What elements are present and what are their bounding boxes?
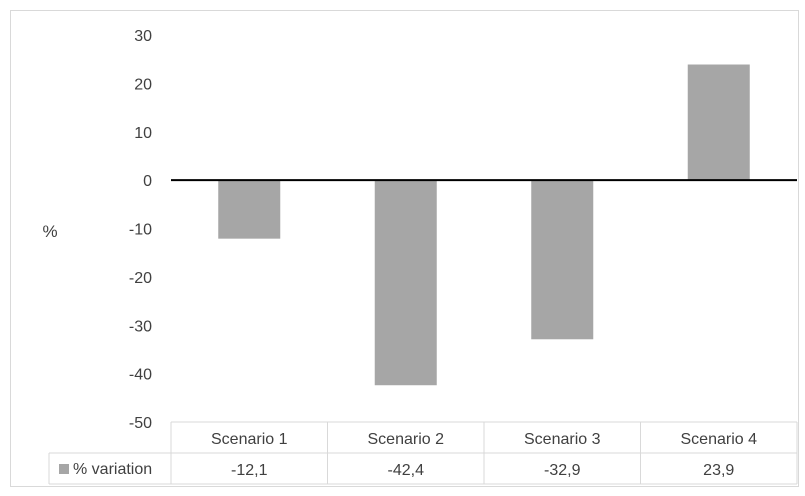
y-tick-label: 20 <box>134 76 152 93</box>
category-label: Scenario 1 <box>211 431 288 448</box>
chart-frame <box>10 10 799 487</box>
legend-key <box>59 464 69 474</box>
data-label: 23,9 <box>703 462 734 479</box>
y-tick-label: -30 <box>129 318 152 335</box>
y-tick-label: -10 <box>129 222 152 239</box>
category-label: Scenario 2 <box>368 431 445 448</box>
y-tick-label: -40 <box>129 367 152 384</box>
legend-label: % variation <box>73 461 152 478</box>
bar-2 <box>374 180 437 386</box>
y-tick-label: -20 <box>129 270 152 287</box>
data-label: -42,4 <box>388 462 425 479</box>
bar-4 <box>687 64 750 181</box>
y-tick-label: -50 <box>129 415 152 432</box>
y-tick-label: 10 <box>134 125 152 142</box>
category-label: Scenario 4 <box>681 431 758 448</box>
y-axis-label: % <box>42 222 57 241</box>
data-label: -32,9 <box>544 462 581 479</box>
bar-3 <box>531 180 594 340</box>
bar-1 <box>218 180 281 239</box>
y-tick-label: 0 <box>143 173 152 190</box>
y-tick-label: 30 <box>134 28 152 45</box>
data-label: -12,1 <box>231 462 268 479</box>
category-label: Scenario 3 <box>524 431 601 448</box>
